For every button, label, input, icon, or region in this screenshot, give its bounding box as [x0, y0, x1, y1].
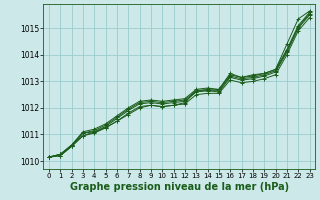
X-axis label: Graphe pression niveau de la mer (hPa): Graphe pression niveau de la mer (hPa) — [70, 182, 289, 192]
